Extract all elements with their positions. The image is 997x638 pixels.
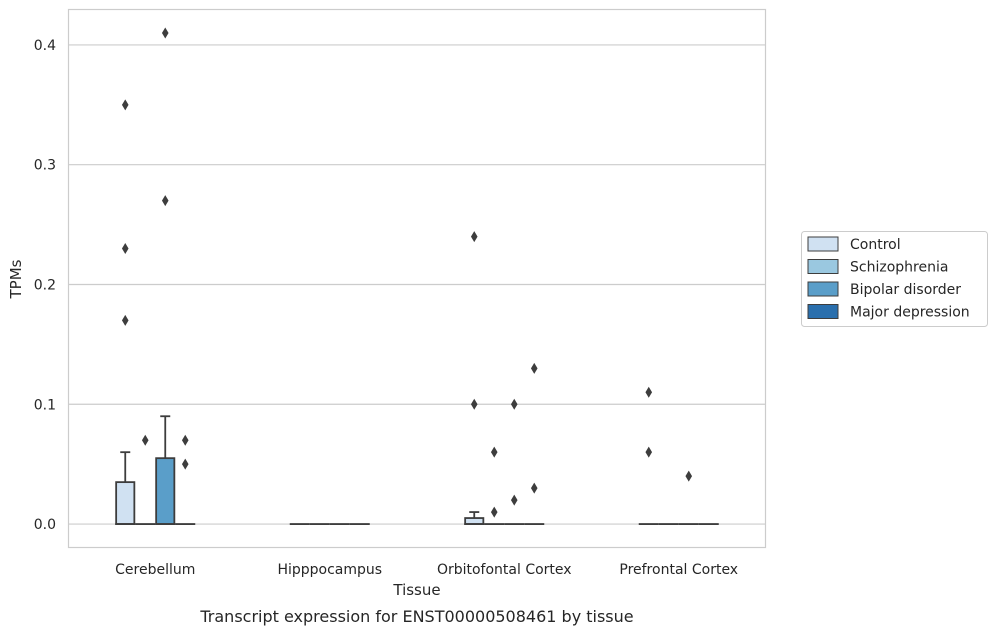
outlier-point	[510, 398, 518, 410]
outlier-point	[181, 434, 189, 446]
outlier-point	[510, 494, 518, 506]
box	[155, 415, 176, 525]
outlier-point	[645, 386, 653, 398]
box-body	[155, 457, 176, 525]
plot-frame	[67, 8, 767, 549]
x-tick-label: Prefrontal Cortex	[619, 562, 738, 578]
x-tick-label: Cerebellum	[115, 562, 195, 578]
outlier-point	[530, 362, 538, 374]
outlier-point	[685, 470, 693, 482]
legend: Control Schizophrenia Bipolar disorder Majo…	[801, 231, 988, 327]
y-tick-label: 0.4	[34, 38, 56, 54]
y-tick-label: 0.3	[34, 158, 56, 174]
outlier-point	[121, 99, 129, 111]
legend-label: Major depression	[850, 305, 970, 321]
outlier-point	[121, 314, 129, 326]
legend-frame	[801, 231, 988, 327]
outlier-point	[645, 446, 653, 458]
x-axis-label: Tissue	[392, 581, 440, 599]
legend-swatch	[807, 236, 839, 252]
legend-swatch	[807, 281, 839, 297]
outlier-point	[181, 458, 189, 470]
legend-swatch	[807, 259, 839, 274]
x-tick-label: Orbitofontal Cortex	[437, 562, 572, 578]
outlier-point	[470, 231, 478, 243]
grid	[68, 44, 766, 525]
legend-label: Bipolar disorder	[850, 282, 961, 298]
outlier-point	[530, 482, 538, 494]
outlier-point	[470, 398, 478, 410]
outlier-point	[161, 27, 169, 39]
y-axis-label: TPMs	[7, 259, 25, 299]
outlier-point	[141, 434, 149, 446]
chart-caption: Transcript expression for ENST0000050846…	[199, 607, 633, 626]
y-tick-label: 0.2	[34, 277, 56, 293]
x-tick-label: Hipppocampus	[277, 562, 382, 578]
x-axis-ticks: Cerebellum Hipppocampus Orbitofontal Corte…	[115, 562, 738, 578]
outlier-point	[490, 506, 498, 518]
outlier-point	[490, 446, 498, 458]
y-tick-label: 0.0	[34, 517, 56, 533]
boxes	[115, 415, 719, 525]
box	[464, 511, 485, 525]
legend-label: Schizophrenia	[850, 260, 948, 276]
legend-label: Control	[850, 237, 901, 253]
legend-swatch	[807, 304, 839, 319]
box	[115, 451, 136, 525]
outlier-point	[121, 243, 129, 255]
y-axis-ticks: 0.0 0.1 0.2 0.3 0.4	[34, 38, 56, 533]
outlier-point	[161, 195, 169, 207]
y-tick-label: 0.1	[34, 397, 56, 413]
outliers	[121, 27, 693, 518]
box-body	[115, 481, 136, 525]
